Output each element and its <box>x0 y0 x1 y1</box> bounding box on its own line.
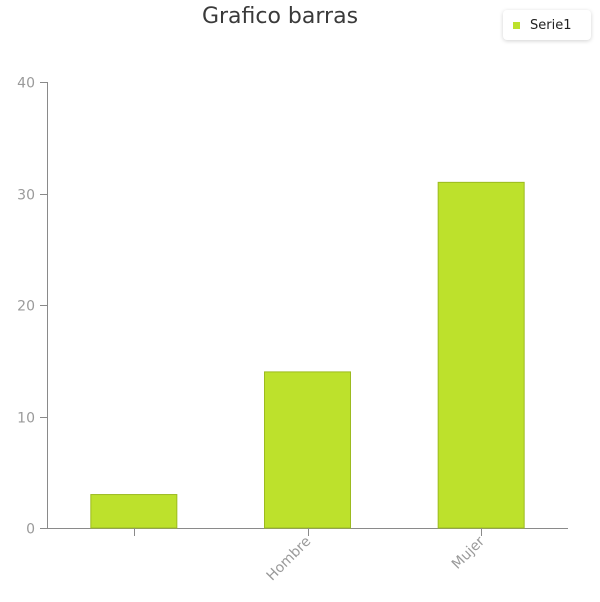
legend-swatch <box>513 21 520 29</box>
legend-label-serie1: Serie1 <box>530 17 572 33</box>
y-tick-label: 30 <box>17 188 35 204</box>
y-tick-label: 20 <box>17 299 35 315</box>
legend[interactable]: Serie1 <box>503 10 591 40</box>
bar-mujer <box>437 181 525 529</box>
x-tick-label-hombre: Hombre <box>264 534 315 585</box>
bar-hombre <box>264 371 351 529</box>
y-tick-label: 0 <box>26 522 35 538</box>
y-tick-label: 10 <box>17 411 35 427</box>
x-tick-label-mujer: Mujer <box>449 533 488 572</box>
bar-blank <box>90 494 178 529</box>
chart-title: Grafico barras <box>201 4 359 29</box>
y-tick-label: 40 <box>17 76 35 92</box>
